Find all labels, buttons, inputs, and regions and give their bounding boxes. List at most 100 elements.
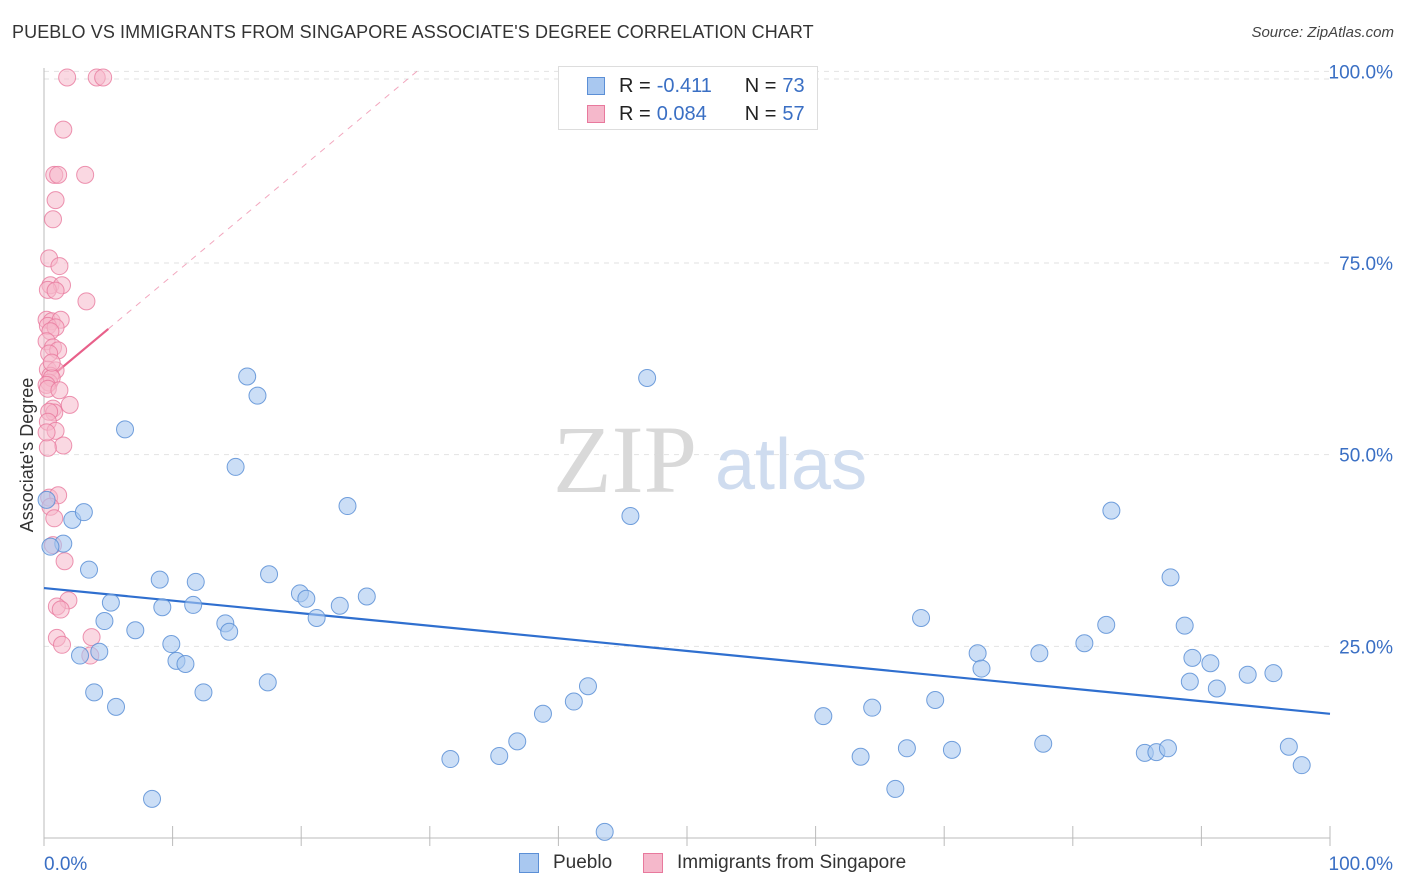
y-axis-label: Associate's Degree bbox=[17, 378, 37, 533]
gridlines bbox=[44, 70, 1330, 647]
pueblo-point bbox=[441, 750, 460, 769]
pueblo-point bbox=[1201, 654, 1220, 673]
x-tick-label-min: 0.0% bbox=[44, 854, 87, 875]
singapore-point bbox=[46, 281, 65, 300]
pueblo-point bbox=[1175, 616, 1194, 635]
pueblo-point bbox=[1183, 648, 1202, 667]
y-tick-label: 25.0% bbox=[1339, 637, 1393, 658]
series-legend: Pueblo Immigrants from Singapore bbox=[0, 852, 1406, 876]
pueblo-point bbox=[942, 740, 961, 759]
singapore-point bbox=[50, 257, 69, 276]
singapore-point bbox=[55, 552, 74, 571]
pueblo-point bbox=[578, 677, 597, 696]
singapore-n-label: N = bbox=[744, 102, 777, 125]
pueblo-point bbox=[1264, 664, 1283, 683]
legend-pueblo-label: Pueblo bbox=[553, 852, 613, 873]
singapore-point bbox=[77, 292, 96, 311]
source-label: Source: ZipAtlas.com bbox=[1251, 24, 1394, 41]
trend-lines bbox=[43, 70, 1331, 715]
singapore-point bbox=[58, 68, 77, 87]
pueblo-point bbox=[1279, 737, 1298, 756]
pueblo-point bbox=[508, 732, 527, 751]
pueblo-point bbox=[95, 612, 114, 631]
singapore-point bbox=[46, 191, 65, 210]
singapore-point bbox=[60, 395, 79, 414]
legend-singapore-swatch bbox=[643, 853, 663, 873]
pueblo-point bbox=[226, 457, 245, 476]
watermark: ZIP atlas bbox=[553, 406, 867, 513]
legend-item-pueblo[interactable]: Pueblo bbox=[519, 852, 612, 874]
pueblo-point bbox=[194, 683, 213, 702]
pueblo-point bbox=[1034, 734, 1053, 753]
singapore-point bbox=[50, 381, 69, 400]
chart-title: PUEBLO VS IMMIGRANTS FROM SINGAPORE ASSO… bbox=[12, 22, 814, 42]
pueblo-point bbox=[71, 646, 90, 665]
pueblo-n-label: N = bbox=[744, 74, 777, 97]
pueblo-point bbox=[338, 497, 357, 516]
pueblo-point bbox=[162, 635, 181, 654]
singapore-swatch bbox=[587, 105, 605, 123]
pueblo-point bbox=[116, 420, 135, 439]
singapore-point bbox=[37, 423, 56, 442]
trend-line-pueblo bbox=[43, 586, 1331, 715]
pueblo-point bbox=[926, 691, 945, 709]
pueblo-point bbox=[886, 779, 905, 798]
pueblo-point bbox=[184, 595, 203, 614]
pueblo-point bbox=[897, 739, 916, 758]
pueblo-point bbox=[533, 704, 552, 723]
pueblo-point bbox=[968, 644, 987, 663]
pueblo-point bbox=[258, 673, 277, 692]
pueblo-point bbox=[41, 537, 60, 556]
pueblo-point bbox=[1158, 739, 1177, 758]
pueblo-point bbox=[638, 369, 657, 387]
y-tick-label: 50.0% bbox=[1339, 446, 1393, 467]
pueblo-point bbox=[1075, 634, 1094, 653]
pueblo-n-value: 73 bbox=[782, 74, 805, 97]
legend-row-pueblo: R = -0.411 N = 73 bbox=[559, 74, 805, 98]
pueblo-point bbox=[150, 570, 169, 589]
x-tick-label-max: 100.0% bbox=[1329, 854, 1394, 875]
singapore-point bbox=[53, 635, 72, 654]
pueblo-point bbox=[1161, 568, 1180, 587]
correlation-legend: R = -0.411 N = 73 R = 0.084 N = 57 bbox=[558, 66, 818, 130]
watermark-zip: ZIP bbox=[553, 406, 697, 513]
y-tick-label: 100.0% bbox=[1329, 62, 1394, 83]
y-tick-label: 75.0% bbox=[1339, 254, 1393, 275]
pueblo-point bbox=[972, 659, 991, 678]
singapore-point bbox=[49, 165, 68, 184]
singapore-point bbox=[42, 353, 61, 372]
pueblo-point bbox=[101, 593, 120, 612]
pueblo-point bbox=[80, 560, 99, 579]
trend-line-singapore-extension bbox=[107, 70, 418, 330]
pueblo-point bbox=[1030, 644, 1049, 663]
pueblo-point bbox=[107, 697, 126, 716]
legend-row-singapore: R = 0.084 N = 57 bbox=[559, 102, 805, 126]
pueblo-point bbox=[90, 642, 109, 661]
pueblo-point bbox=[307, 608, 326, 627]
singapore-r-label: R = bbox=[619, 102, 651, 125]
pueblo-point bbox=[220, 622, 239, 641]
pueblo-point bbox=[37, 490, 56, 509]
pueblo-point bbox=[186, 572, 205, 591]
legend-item-singapore[interactable]: Immigrants from Singapore bbox=[643, 852, 906, 874]
singapore-point bbox=[82, 628, 101, 647]
pueblo-point bbox=[490, 746, 509, 765]
singapore-point bbox=[76, 165, 95, 184]
pueblo-point bbox=[1238, 665, 1257, 684]
pueblo-point bbox=[126, 621, 145, 640]
pueblo-point bbox=[595, 822, 614, 841]
pueblo-point bbox=[621, 507, 640, 525]
pueblo-point bbox=[1180, 672, 1199, 691]
pueblo-point bbox=[74, 503, 93, 522]
pueblo-point bbox=[1102, 501, 1121, 520]
pueblo-point bbox=[1207, 679, 1226, 698]
pueblo-point bbox=[851, 747, 870, 766]
pueblo-point bbox=[1292, 756, 1311, 775]
pueblo-point bbox=[297, 589, 316, 608]
pueblo-point bbox=[238, 367, 257, 386]
pueblo-point bbox=[176, 654, 195, 673]
pueblo-point bbox=[153, 598, 172, 617]
singapore-point bbox=[38, 438, 57, 457]
pueblo-point bbox=[143, 789, 162, 808]
pueblo-point bbox=[912, 608, 931, 627]
